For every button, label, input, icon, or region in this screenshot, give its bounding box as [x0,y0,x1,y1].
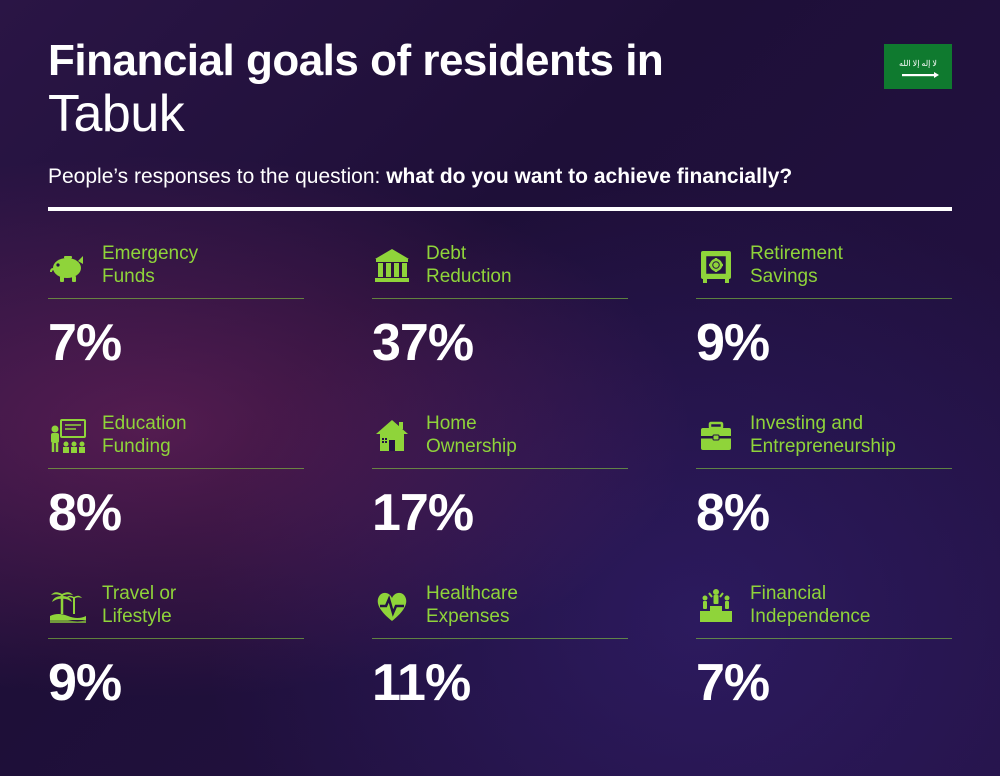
subtitle-prefix: People’s responses to the question: [48,165,386,188]
podium-icon [696,586,736,626]
card-value: 8% [48,483,304,543]
card-value: 11% [372,653,628,713]
card-value: 7% [696,653,952,713]
card-label: HomeOwnership [426,413,517,458]
card-label: EducationFunding [102,413,187,458]
card-value: 37% [372,313,628,373]
card-value: 17% [372,483,628,543]
card-value: 9% [696,313,952,373]
card-financial-independence: FinancialIndependence 7% [696,583,952,713]
card-label: EmergencyFunds [102,243,198,288]
svg-text:لا إله إلا الله: لا إله إلا الله [899,59,937,68]
card-emergency-funds: EmergencyFunds 7% [48,243,304,373]
education-icon [48,416,88,456]
briefcase-icon [696,416,736,456]
card-label: Travel orLifestyle [102,583,176,628]
card-label: DebtReduction [426,243,512,288]
card-healthcare: HealthcareExpenses 11% [372,583,628,713]
card-retirement-savings: RetirementSavings 9% [696,243,952,373]
house-icon [372,416,412,456]
divider [48,207,952,211]
card-home-ownership: HomeOwnership 17% [372,413,628,543]
subtitle-question: what do you want to achieve financially? [386,165,792,188]
subtitle: People’s responses to the question: what… [48,165,952,189]
cards-grid: EmergencyFunds 7% DebtReduction 37% Reti… [48,243,952,713]
card-label: RetirementSavings [750,243,843,288]
title-line-1: Financial goals of residents in [48,38,952,84]
card-value: 8% [696,483,952,543]
palm-icon [48,586,88,626]
title-line-2: Tabuk [48,86,952,143]
card-education-funding: EducationFunding 8% [48,413,304,543]
piggy-bank-icon [48,246,88,286]
card-investing: Investing andEntrepreneurship 8% [696,413,952,543]
heart-pulse-icon [372,586,412,626]
card-label: Investing andEntrepreneurship [750,413,896,458]
flag-saudi-arabia: لا إله إلا الله [884,44,952,89]
card-travel-lifestyle: Travel orLifestyle 9% [48,583,304,713]
card-value: 9% [48,653,304,713]
card-label: HealthcareExpenses [426,583,518,628]
card-value: 7% [48,313,304,373]
card-debt-reduction: DebtReduction 37% [372,243,628,373]
safe-icon [696,246,736,286]
header: Financial goals of residents in Tabuk لا… [48,38,952,189]
card-label: FinancialIndependence [750,583,870,628]
bank-icon [372,246,412,286]
